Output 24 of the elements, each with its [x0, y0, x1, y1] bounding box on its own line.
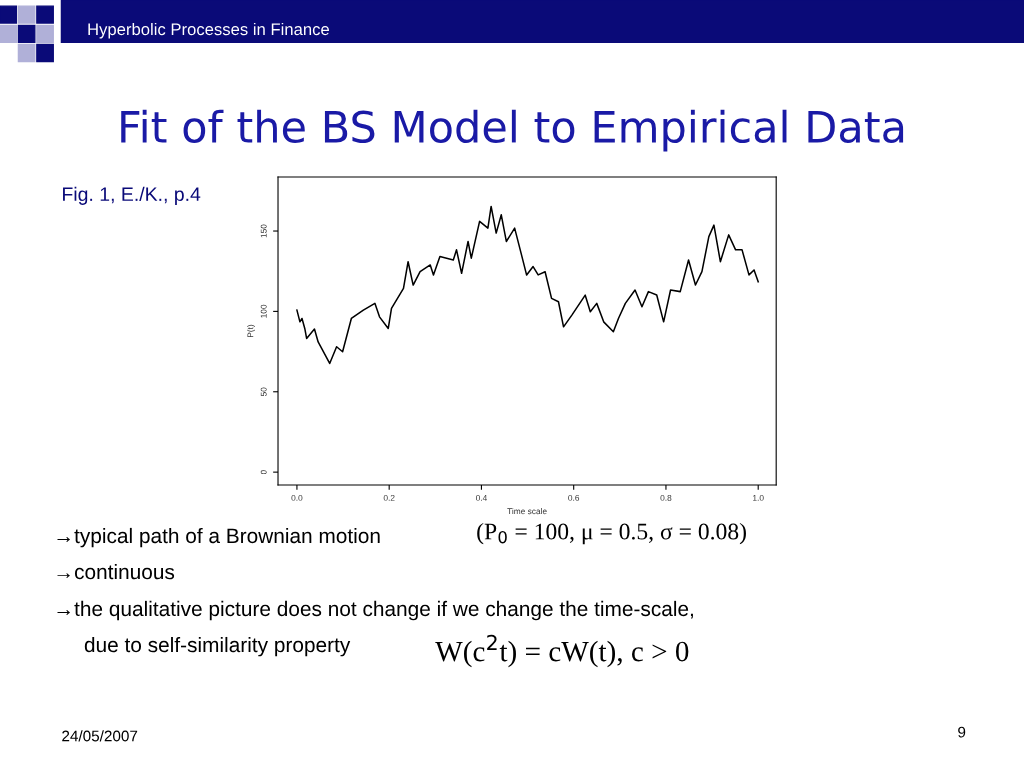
x-tick-label: 0.8 [660, 494, 672, 501]
text: →continuous [57, 563, 175, 580]
y-axis-title: P(t) [247, 324, 255, 338]
text: due to self-similarity property [84, 636, 351, 657]
text: →typical path of a Brownian motion [57, 527, 380, 548]
x-tick-label: 0.6 [568, 494, 580, 501]
text: 24/05/2007 [62, 730, 138, 742]
text: →the qualitative picture does not change if we change the time-scale, [57, 600, 693, 621]
caption: Fig. 1, E./K., p.4 [63, 186, 201, 205]
text: 9 [958, 726, 966, 738]
y-tick-label: 150 [260, 224, 267, 238]
x-tick-label: 1.0 [753, 494, 764, 501]
x-tick-label: 0.2 [383, 494, 395, 501]
text: Hyperbolic Processes in Finance [88, 22, 329, 39]
y-tick-label: 100 [260, 304, 267, 318]
y-tick-label: 0 [260, 470, 267, 475]
x-tick-label: 0.4 [475, 494, 487, 501]
chart-title: Fit of the BS Model to Empirical Data [121, 109, 904, 152]
x-axis-title: Time scale [507, 508, 547, 515]
text: (P$_{0}$ = 100, μ = 0.5, σ = 0.08) [477, 522, 746, 545]
y-tick-label: 50 [260, 387, 267, 397]
line-series [296, 205, 759, 365]
x-tick-label: 0.0 [291, 494, 303, 501]
text: W(c$^{2}$t) = cW(t), c > 0 [435, 634, 689, 668]
